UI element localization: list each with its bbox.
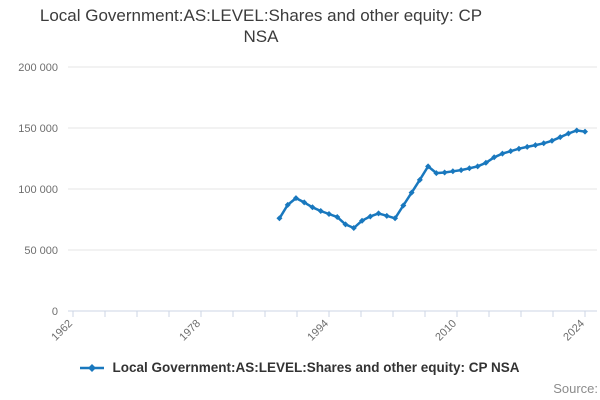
- legend-line-marker-icon: [80, 363, 105, 372]
- data-point: [359, 217, 366, 224]
- data-point: [557, 134, 564, 141]
- x-axis-tick-label: 2024: [561, 318, 587, 344]
- data-point: [284, 201, 291, 208]
- data-point: [532, 142, 539, 149]
- y-axis-tick-label: 200 000: [18, 62, 58, 74]
- data-point: [416, 176, 423, 183]
- data-point: [342, 221, 349, 228]
- data-point: [540, 140, 547, 147]
- data-point: [326, 211, 332, 218]
- chart-title-line1: Local Government:AS:LEVEL:Shares and oth…: [39, 6, 483, 25]
- x-axis-tick-label: 1994: [305, 318, 331, 344]
- data-point: [458, 167, 465, 174]
- x-axis-tick-label: 1962: [49, 318, 75, 344]
- source-label: Source:: [553, 381, 598, 396]
- data-point: [441, 169, 448, 176]
- data-point: [392, 215, 399, 222]
- data-point: [375, 210, 382, 217]
- legend-item[interactable]: Local Government:AS:LEVEL:Shares and oth…: [7, 360, 593, 375]
- data-point: [301, 199, 308, 206]
- data-point: [515, 145, 522, 152]
- data-point: [449, 168, 456, 175]
- data-point: [433, 170, 440, 177]
- y-axis-tick-label: 50 000: [24, 245, 58, 257]
- data-point: [334, 214, 341, 221]
- data-point: [548, 137, 555, 144]
- data-point: [408, 189, 415, 196]
- data-point: [317, 207, 324, 214]
- data-point: [491, 154, 498, 161]
- data-point: [474, 163, 481, 170]
- y-axis-tick-label: 150 000: [18, 123, 58, 135]
- data-point: [565, 130, 572, 137]
- data-point: [499, 150, 506, 157]
- data-point: [350, 225, 357, 232]
- data-point: [582, 128, 588, 135]
- data-point: [367, 213, 374, 220]
- data-point: [524, 143, 531, 150]
- data-point: [482, 159, 489, 166]
- y-axis-tick-label: 0: [52, 306, 58, 318]
- data-point: [383, 212, 390, 219]
- data-point: [292, 195, 299, 202]
- y-axis-tick-label: 100 000: [18, 184, 58, 196]
- legend-label: Local Government:AS:LEVEL:Shares and oth…: [112, 360, 520, 375]
- data-point: [507, 148, 514, 155]
- data-point: [276, 215, 283, 222]
- data-point: [309, 204, 316, 211]
- chart-title-line2: NSA: [243, 27, 279, 46]
- data-point: [466, 165, 473, 172]
- chart-title: Local Government:AS:LEVEL:Shares and oth…: [0, 5, 522, 47]
- x-axis-tick-label: 2010: [433, 318, 459, 344]
- data-point: [425, 163, 432, 170]
- data-point: [573, 127, 580, 134]
- data-line: [278, 129, 587, 230]
- data-point: [400, 202, 407, 209]
- x-axis-tick-label: 1978: [177, 318, 203, 344]
